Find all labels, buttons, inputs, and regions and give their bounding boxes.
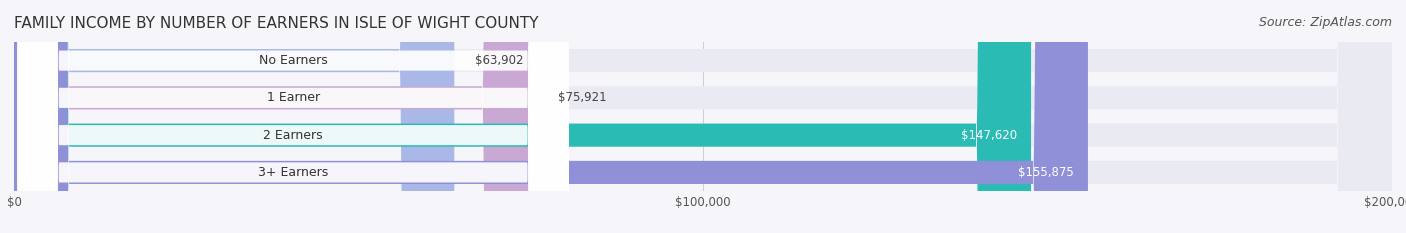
Text: 3+ Earners: 3+ Earners — [257, 166, 328, 179]
FancyBboxPatch shape — [17, 0, 568, 233]
Text: $155,875: $155,875 — [1018, 166, 1074, 179]
Text: $63,902: $63,902 — [475, 54, 523, 67]
Text: Source: ZipAtlas.com: Source: ZipAtlas.com — [1258, 16, 1392, 29]
FancyBboxPatch shape — [14, 0, 1031, 233]
Text: $147,620: $147,620 — [962, 129, 1018, 142]
Text: 2 Earners: 2 Earners — [263, 129, 323, 142]
Text: FAMILY INCOME BY NUMBER OF EARNERS IN ISLE OF WIGHT COUNTY: FAMILY INCOME BY NUMBER OF EARNERS IN IS… — [14, 16, 538, 31]
Text: 1 Earner: 1 Earner — [267, 91, 319, 104]
FancyBboxPatch shape — [14, 0, 1088, 233]
FancyBboxPatch shape — [14, 0, 1392, 233]
FancyBboxPatch shape — [17, 0, 568, 233]
Text: $75,921: $75,921 — [558, 91, 606, 104]
FancyBboxPatch shape — [14, 0, 537, 233]
FancyBboxPatch shape — [14, 0, 1392, 233]
FancyBboxPatch shape — [17, 0, 568, 233]
FancyBboxPatch shape — [14, 0, 1392, 233]
FancyBboxPatch shape — [14, 0, 454, 233]
FancyBboxPatch shape — [17, 0, 568, 233]
Text: No Earners: No Earners — [259, 54, 328, 67]
FancyBboxPatch shape — [14, 0, 1392, 233]
